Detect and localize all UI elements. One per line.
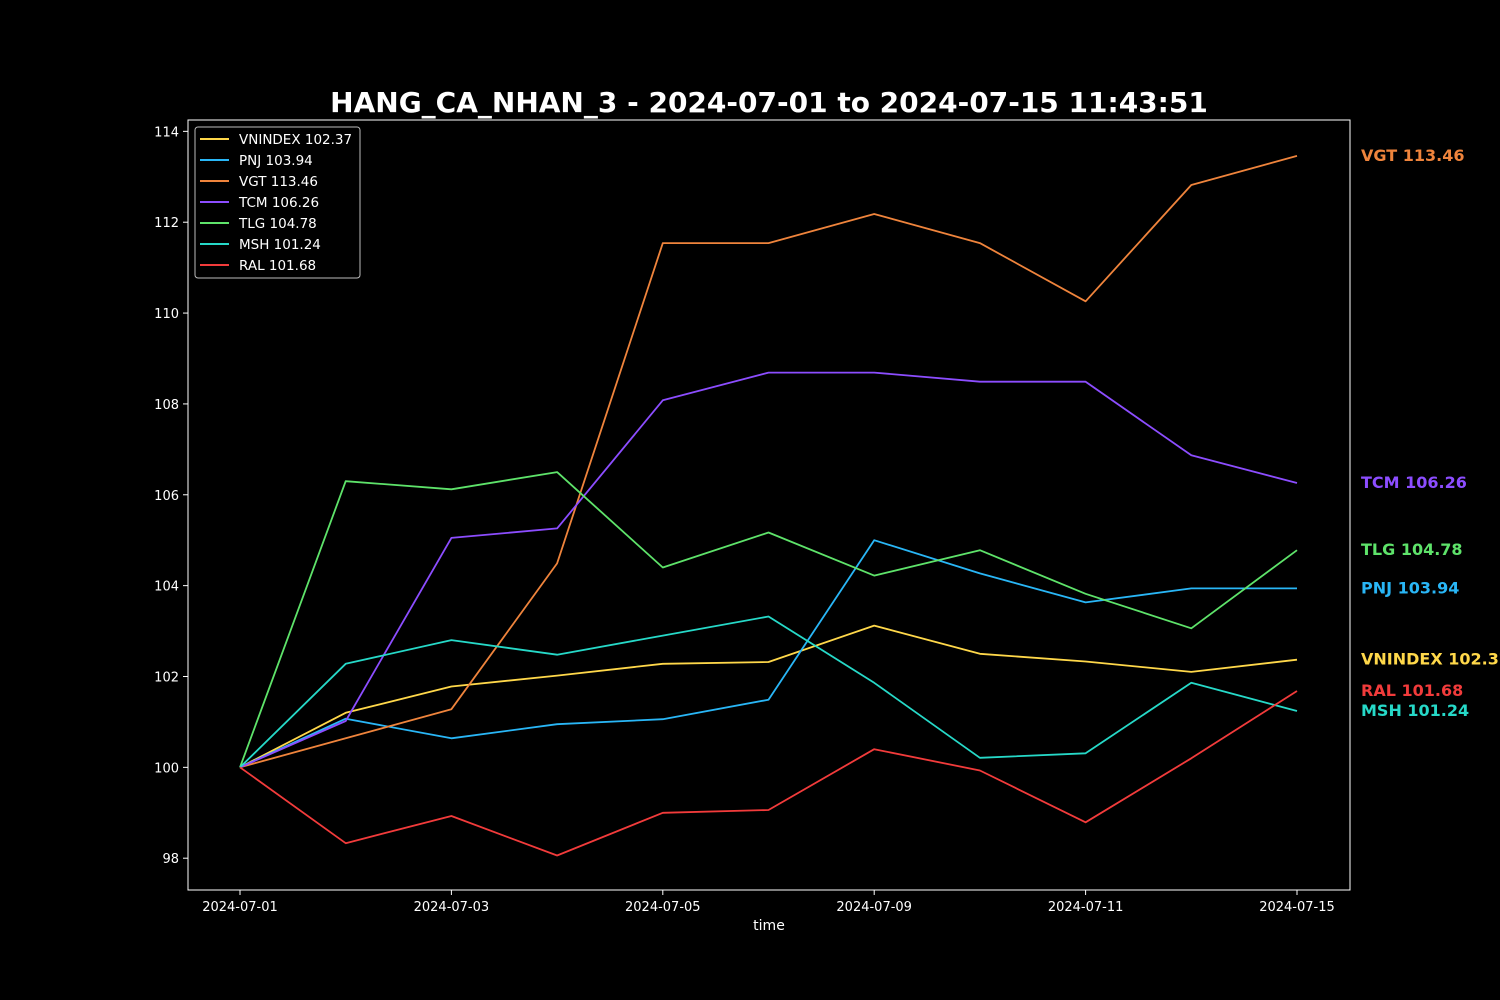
legend-entry-vnindex: VNINDEX 102.37 (239, 132, 352, 148)
y-tick-label: 112 (154, 216, 179, 231)
legend: VNINDEX 102.37 PNJ 103.94 VGT 113.46 TCM 10… (194, 126, 361, 279)
legend-entry-ral: RAL 101.68 (239, 258, 316, 274)
series-line-tlg (239, 471, 1298, 768)
legend-entry-vgt: VGT 113.46 (239, 174, 318, 190)
y-tick-label: 104 (154, 580, 179, 595)
x-tick-label: 2024-07-03 (414, 900, 490, 915)
series-lines (239, 155, 1298, 857)
x-tick-label: 2024-07-09 (836, 900, 912, 915)
end-label-tcm: TCM 106.26 (1361, 473, 1467, 492)
end-labels: VGT 113.46 TCM 106.26 TLG 104.78 PNJ 103.94… (1361, 146, 1500, 720)
legend-entry-msh: MSH 101.24 (239, 237, 321, 253)
end-label-vnindex: VNINDEX 102.37 (1361, 650, 1500, 669)
end-label-vgt: VGT 113.46 (1361, 146, 1464, 165)
y-tick-label: 102 (154, 670, 179, 685)
chart-title: HANG_CA_NHAN_3 - 2024-07-01 to 2024-07-1… (330, 86, 1208, 119)
legend-entry-pnj: PNJ 103.94 (239, 153, 313, 169)
x-tick-label: 2024-07-05 (625, 900, 701, 915)
y-tick-label: 110 (154, 307, 179, 322)
series-line-pnj (239, 539, 1297, 769)
end-label-ral: RAL 101.68 (1361, 681, 1463, 700)
y-axis: 98 100 102 104 106 108 110 112 114 (154, 125, 188, 867)
x-tick-label: 2024-07-01 (202, 900, 278, 915)
x-axis-label: time (753, 918, 785, 934)
x-axis: 2024-07-01 2024-07-03 2024-07-05 2024-07-09… (202, 890, 1335, 915)
y-tick-label: 108 (154, 398, 179, 413)
x-tick-label: 2024-07-15 (1259, 900, 1335, 915)
series-line-ral (239, 690, 1298, 857)
end-label-tlg: TLG 104.78 (1361, 540, 1463, 559)
y-tick-label: 114 (154, 125, 179, 140)
x-tick-label: 2024-07-11 (1048, 900, 1124, 915)
y-tick-label: 106 (154, 489, 179, 504)
y-tick-label: 98 (162, 852, 179, 867)
plot-area (187, 119, 1351, 891)
series-line-tcm (239, 371, 1298, 769)
legend-box (194, 126, 361, 279)
end-label-msh: MSH 101.24 (1361, 701, 1469, 720)
legend-entry-tlg: TLG 104.78 (238, 216, 317, 232)
series-line-vnindex (239, 624, 1298, 769)
series-line-msh (239, 615, 1298, 768)
y-tick-label: 100 (154, 761, 179, 776)
series-line-vgt (239, 155, 1298, 769)
legend-entry-tcm: TCM 106.26 (238, 195, 319, 211)
end-label-pnj: PNJ 103.94 (1361, 578, 1459, 597)
